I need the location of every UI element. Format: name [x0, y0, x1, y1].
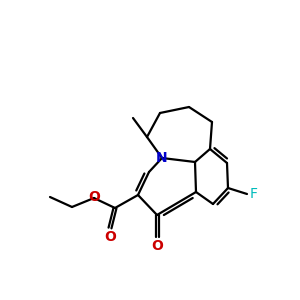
- Text: O: O: [151, 239, 163, 253]
- Text: F: F: [250, 187, 258, 201]
- Text: N: N: [156, 151, 168, 165]
- Text: O: O: [104, 230, 116, 244]
- Text: O: O: [88, 190, 100, 204]
